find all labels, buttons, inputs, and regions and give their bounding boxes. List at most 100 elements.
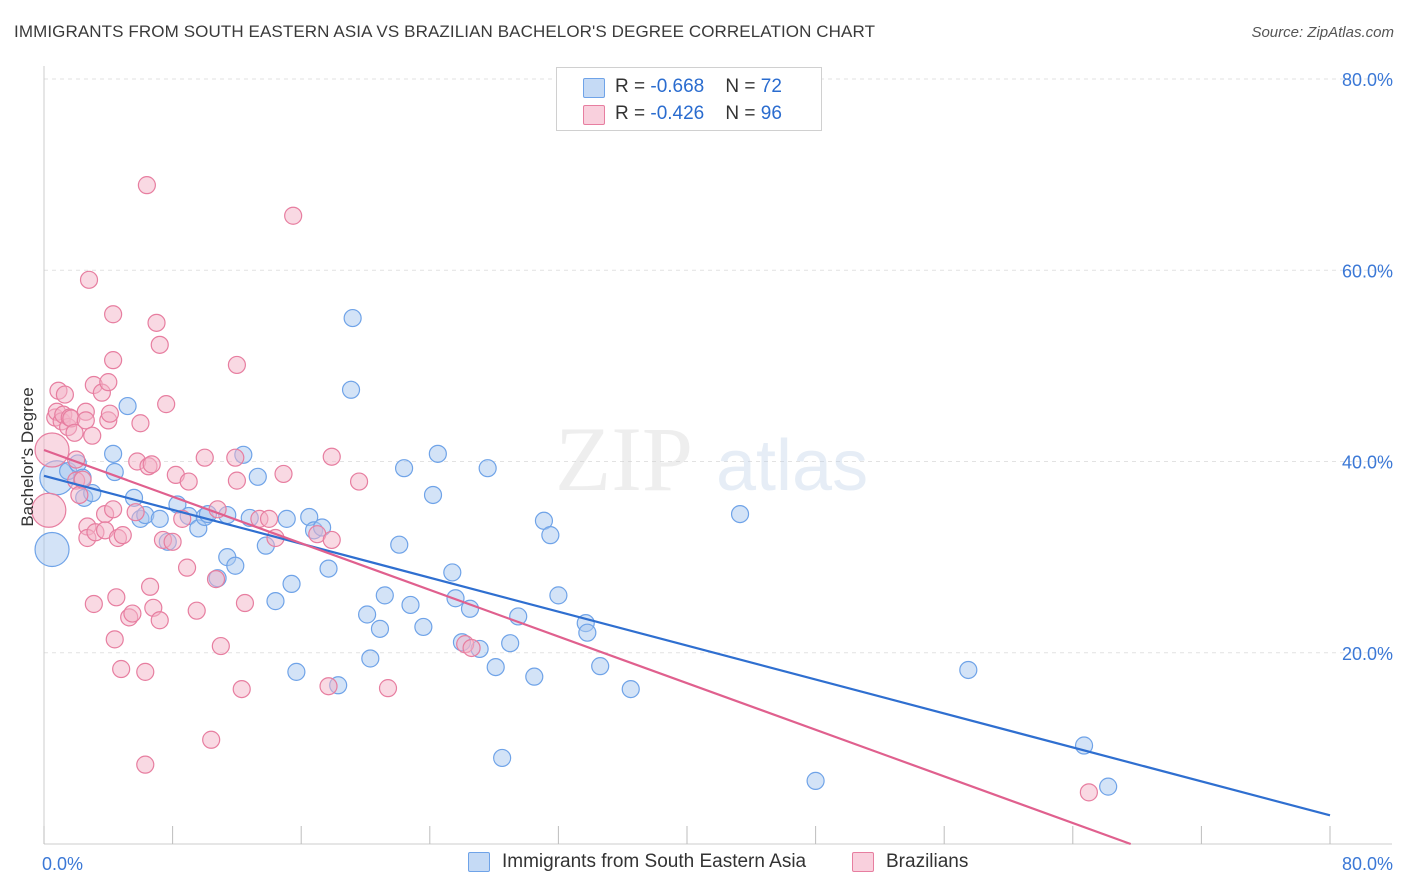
- data-point: [142, 455, 161, 474]
- data-point: [248, 467, 267, 486]
- data-point: [341, 380, 361, 399]
- data-point: [959, 660, 978, 680]
- data-point: [83, 426, 102, 445]
- stats-row-immigrants: R = -0.668 N = 72: [583, 74, 782, 100]
- data-point: [578, 623, 597, 642]
- data-point: [343, 308, 362, 328]
- trend-line: [43, 474, 1331, 817]
- data-point: [232, 679, 251, 699]
- data-point: [493, 748, 512, 768]
- data-point: [70, 485, 89, 505]
- legend-label-immigrants: Immigrants from South Eastern Asia: [502, 851, 807, 872]
- data-point: [131, 414, 150, 433]
- data-point: [147, 313, 166, 332]
- data-point: [137, 176, 156, 195]
- data-point: [401, 595, 420, 615]
- data-point: [157, 395, 176, 414]
- data-point: [287, 662, 306, 681]
- data-point: [375, 586, 394, 605]
- data-point: [34, 531, 70, 568]
- data-point: [211, 636, 230, 656]
- data-point: [282, 574, 301, 594]
- data-point: [1099, 777, 1118, 796]
- data-point: [202, 730, 221, 749]
- data-point: [150, 611, 169, 630]
- data-point: [414, 617, 433, 637]
- data-point: [55, 385, 74, 404]
- r-value-brazilians: -0.426: [650, 103, 705, 124]
- legend-swatch-brazilians: [852, 852, 874, 872]
- data-point: [104, 500, 123, 519]
- data-point: [621, 679, 640, 699]
- data-point: [150, 335, 169, 354]
- series-brazilians-points: [31, 176, 1098, 802]
- data-point: [104, 305, 123, 324]
- chart-title: IMMIGRANTS FROM SOUTH EASTERN ASIA VS BR…: [14, 22, 876, 41]
- data-point: [84, 594, 103, 614]
- data-point: [99, 373, 118, 392]
- data-point: [443, 563, 462, 582]
- series-immigrants-points: [34, 308, 1118, 796]
- data-point: [177, 558, 197, 577]
- data-point: [112, 659, 131, 679]
- stats-swatch-brazilians: [583, 105, 605, 125]
- data-point: [140, 577, 160, 596]
- data-point: [806, 771, 825, 790]
- data-point: [730, 504, 750, 524]
- data-point: [227, 355, 246, 375]
- data-point: [462, 638, 481, 658]
- data-point: [195, 448, 214, 467]
- data-point: [123, 604, 142, 623]
- n-label: N =: [725, 103, 761, 124]
- y-tick-label: 60.0%: [1342, 261, 1393, 281]
- data-point: [179, 472, 198, 491]
- data-point: [173, 509, 192, 528]
- data-point: [259, 509, 279, 528]
- data-point: [423, 485, 443, 505]
- data-point: [390, 535, 409, 554]
- data-point: [76, 411, 95, 430]
- data-point: [322, 447, 341, 466]
- n-value-brazilians: 96: [760, 103, 782, 124]
- data-point: [100, 404, 120, 423]
- data-point: [136, 662, 155, 681]
- data-point: [118, 396, 137, 416]
- data-point: [349, 472, 369, 491]
- data-point: [541, 526, 560, 545]
- data-point: [284, 206, 303, 225]
- data-point: [394, 459, 414, 478]
- data-point: [266, 592, 285, 611]
- trend-line: [43, 448, 1132, 846]
- data-point: [163, 532, 182, 551]
- r-value-immigrants: -0.668: [650, 76, 705, 97]
- data-point: [187, 601, 206, 620]
- data-point: [319, 559, 338, 578]
- data-point: [378, 679, 398, 698]
- source-label: Source: ZipAtlas.com: [1251, 24, 1394, 41]
- data-point: [136, 755, 155, 774]
- data-point: [274, 464, 293, 484]
- legend-item-immigrants[interactable]: Immigrants from South Eastern Asia: [468, 851, 806, 873]
- data-point: [1079, 783, 1098, 802]
- y-tick-label: 20.0%: [1342, 644, 1393, 664]
- data-point: [65, 423, 84, 442]
- correlation-stats-box: R = -0.668 N = 72 R = -0.426 N = 96: [556, 67, 822, 131]
- stats-swatch-immigrants: [583, 78, 605, 98]
- data-point: [226, 556, 245, 575]
- data-point: [501, 634, 520, 653]
- data-point: [105, 630, 124, 649]
- data-point: [104, 351, 123, 370]
- data-point: [486, 657, 505, 677]
- data-point: [428, 444, 447, 463]
- legend-item-brazilians[interactable]: Brazilians: [852, 851, 968, 873]
- x-tick-label-end: 80.0%: [1342, 854, 1393, 874]
- y-tick-label: 80.0%: [1342, 70, 1393, 90]
- data-point: [31, 492, 67, 528]
- data-point: [113, 526, 132, 545]
- data-point: [525, 667, 544, 686]
- data-point: [227, 471, 246, 490]
- gridlines: [44, 78, 1392, 654]
- y-axis-label: Bachelor's Degree: [18, 387, 37, 526]
- data-point: [206, 570, 226, 589]
